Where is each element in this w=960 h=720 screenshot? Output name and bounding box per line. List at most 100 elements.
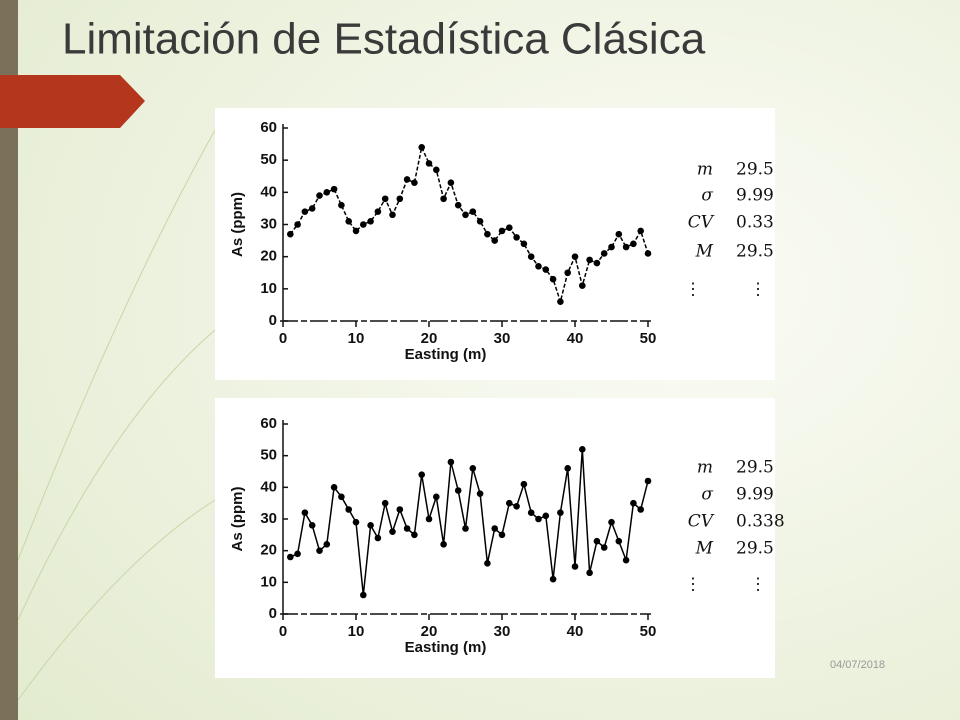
data-point <box>367 217 374 225</box>
data-point <box>520 240 528 248</box>
slide-title: Limitación de Estadística Clásica <box>62 15 706 64</box>
data-point <box>308 522 316 529</box>
data-point <box>316 547 323 554</box>
stat-value: 29.5 <box>736 458 774 478</box>
stat-label: m <box>697 458 713 478</box>
data-point <box>323 189 331 196</box>
stat-value: 29.5 <box>736 160 774 180</box>
data-point <box>557 509 564 516</box>
x-tick-label: 40 <box>567 623 584 640</box>
y-tick-label: 0 <box>269 605 277 622</box>
data-point <box>389 211 396 219</box>
stat-ellipsis: ⋮ <box>685 575 702 595</box>
data-point <box>571 563 579 570</box>
y-axis-label: As (ppm) <box>229 192 246 257</box>
data-point <box>345 506 353 513</box>
data-point <box>542 266 550 273</box>
x-tick-label: 20 <box>421 623 438 640</box>
y-tick-label: 40 <box>260 478 277 495</box>
y-tick-label: 60 <box>260 119 277 136</box>
data-point <box>549 275 557 283</box>
y-tick-label: 30 <box>260 510 277 527</box>
data-point <box>454 487 462 494</box>
data-point <box>498 227 506 235</box>
data-point <box>389 528 396 535</box>
data-point <box>600 250 608 257</box>
data-point <box>316 192 323 199</box>
data-point <box>513 503 520 510</box>
stat-label: CV <box>688 213 715 233</box>
data-point <box>622 556 630 564</box>
data-point <box>527 253 535 260</box>
data-point <box>491 525 499 532</box>
data-point <box>506 499 513 507</box>
data-point <box>367 522 374 529</box>
stat-ellipsis: ⋮ <box>750 280 767 300</box>
y-axis-label: As (ppm) <box>229 487 246 552</box>
data-point <box>294 550 301 558</box>
stat-label: CV <box>688 512 715 532</box>
data-point <box>630 240 637 248</box>
x-tick-label: 0 <box>279 330 287 347</box>
data-point <box>579 446 586 453</box>
data-point <box>418 471 426 478</box>
data-point <box>484 230 491 238</box>
data-point <box>535 263 542 270</box>
stat-label: m <box>697 160 713 180</box>
data-point <box>381 195 389 203</box>
data-point <box>440 541 447 548</box>
stat-value: 0.33 <box>736 213 774 233</box>
data-point <box>469 465 477 472</box>
data-point <box>615 230 623 238</box>
chart-panel <box>215 398 775 678</box>
stat-ellipsis: ⋮ <box>750 575 767 595</box>
data-point <box>447 179 455 186</box>
data-point <box>462 525 469 532</box>
x-axis-label: Easting (m) <box>405 639 487 656</box>
data-point <box>476 217 484 225</box>
y-tick-label: 0 <box>269 312 277 329</box>
data-point <box>360 221 367 228</box>
slide-date: 04/07/2018 <box>830 659 885 671</box>
data-point <box>600 544 608 551</box>
data-point <box>462 211 469 219</box>
data-point <box>520 480 528 488</box>
data-point <box>586 256 593 264</box>
data-point <box>498 531 506 539</box>
stat-label: σ <box>701 485 713 505</box>
data-point <box>622 243 630 251</box>
y-tick-label: 20 <box>260 542 277 559</box>
data-point <box>345 217 353 225</box>
data-point <box>484 560 491 567</box>
data-point <box>564 269 571 277</box>
data-point <box>425 515 433 523</box>
data-point <box>433 493 440 501</box>
data-point <box>425 160 433 167</box>
data-point <box>301 208 309 215</box>
data-point <box>593 259 601 267</box>
y-tick-label: 50 <box>260 447 277 464</box>
data-point <box>338 493 345 501</box>
data-point <box>360 591 367 599</box>
data-point <box>287 230 294 238</box>
stat-ellipsis: ⋮ <box>685 280 702 300</box>
x-tick-label: 50 <box>640 623 657 640</box>
data-point <box>535 515 542 523</box>
data-point <box>294 221 301 228</box>
data-point <box>637 506 644 513</box>
data-point <box>586 569 593 577</box>
x-tick-label: 30 <box>494 330 511 347</box>
stat-value: 9.99 <box>736 485 774 505</box>
y-tick-label: 10 <box>260 280 277 297</box>
data-point <box>644 477 652 485</box>
stat-value: 9.99 <box>736 186 774 206</box>
data-point <box>338 201 345 209</box>
decor-lines <box>17 129 216 701</box>
stat-value: 29.5 <box>736 242 774 262</box>
data-point <box>330 185 338 193</box>
stat-value: 0.338 <box>736 512 785 532</box>
data-point <box>630 499 637 507</box>
stat-value: 29.5 <box>736 539 774 559</box>
data-point <box>440 195 447 203</box>
